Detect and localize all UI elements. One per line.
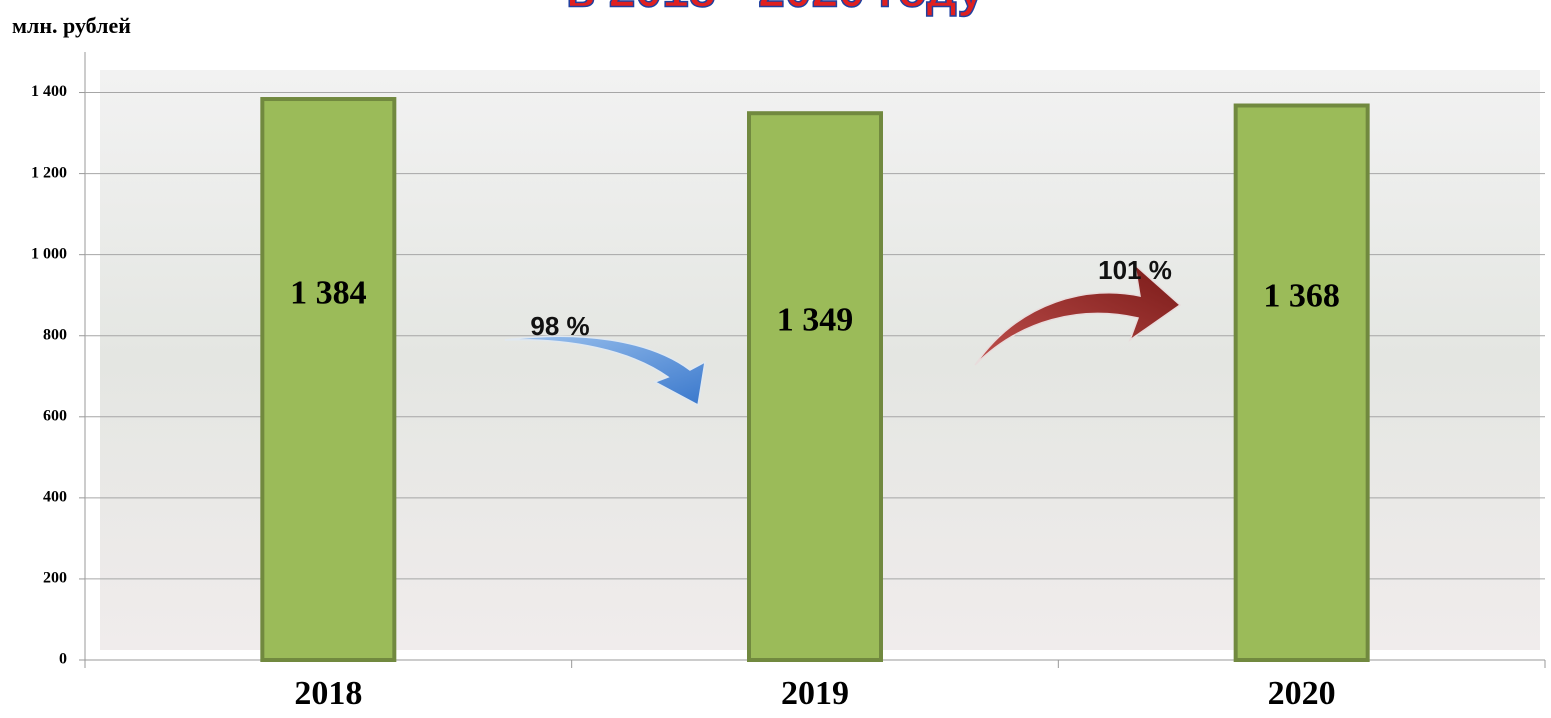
bar [749, 113, 881, 660]
bar [262, 99, 394, 660]
y-tick-label: 800 [43, 326, 67, 343]
annotation: 98 % [530, 311, 589, 341]
y-tick-label: 200 [43, 570, 67, 587]
x-tick-label: 2019 [781, 675, 849, 712]
y-tick-label: 1 400 [31, 83, 67, 100]
chart: в 2018 - 2020 году млн. рублей 98 % 101 … [0, 0, 1551, 718]
y-tick-label: 600 [43, 407, 67, 424]
bar [1236, 106, 1368, 660]
y-axis-label: млн. рублей [12, 13, 131, 38]
y-tick-label: 1 200 [31, 164, 67, 181]
annotation: 101 % [1098, 255, 1172, 285]
y-tick-label: 0 [59, 651, 67, 668]
y-tick-label: 400 [43, 489, 67, 506]
x-tick-label: 2018 [294, 675, 362, 712]
y-tick-label: 1 000 [31, 245, 67, 262]
value-label: 1 384 [290, 274, 367, 311]
x-tick-label: 2020 [1268, 675, 1336, 712]
value-label: 1 368 [1263, 278, 1340, 315]
value-label: 1 349 [777, 301, 854, 338]
chart-title: в 2018 - 2020 году [566, 0, 985, 18]
